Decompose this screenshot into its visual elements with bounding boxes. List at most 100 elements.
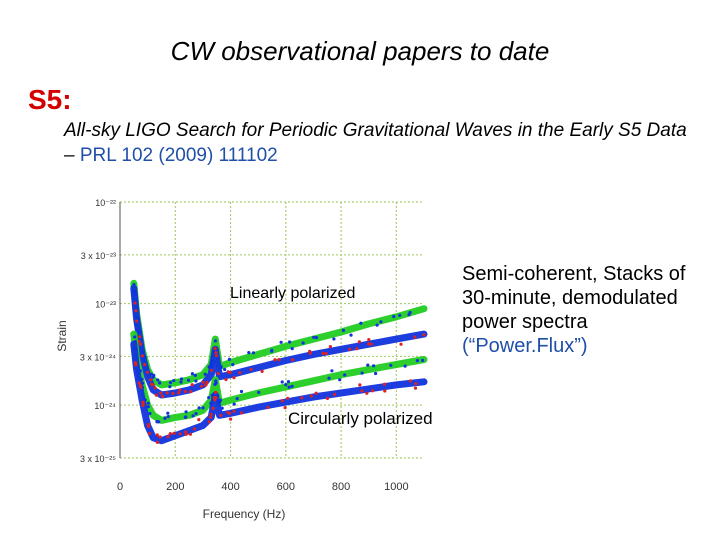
series-point (168, 381, 173, 385)
paper-reference: All-sky LIGO Search for Periodic Gravita… (64, 118, 694, 168)
series-point (168, 432, 172, 436)
series-point (330, 369, 334, 373)
series-point (171, 391, 175, 395)
series-point (197, 418, 201, 422)
annotation-linear: Linearly polarized (230, 285, 355, 302)
series-point (301, 341, 305, 345)
series-point (178, 432, 182, 436)
series-point (349, 333, 353, 337)
series-point (158, 435, 162, 439)
series-point (161, 394, 165, 398)
strain-vs-frequency-plot: 0 200 400 600 800 1000 10⁻²² 3 x 10⁻²³ 10⁻²³ 3 x … (55, 198, 433, 521)
series-point (369, 342, 373, 346)
series-point (146, 405, 150, 409)
series-point (279, 340, 283, 344)
y-axis-label: Strain (55, 320, 69, 351)
series-point (186, 378, 191, 382)
series-point (321, 351, 325, 355)
series-point (158, 381, 162, 385)
series-point (146, 422, 150, 427)
series-point (403, 364, 407, 368)
x-tick-label: 400 (221, 481, 239, 493)
method-note-text: Semi-coherent, Stacks of 30-minute, demo… (462, 263, 686, 333)
series-point (134, 309, 138, 313)
series-point (355, 347, 359, 351)
series-point (365, 391, 369, 395)
series-point (190, 372, 194, 376)
series-point (232, 409, 236, 413)
series-point (184, 410, 188, 414)
series-point (257, 390, 261, 394)
method-note: Semi-coherent, Stacks of 30-minute, demo… (462, 262, 712, 358)
series-point (392, 314, 396, 319)
series-point (193, 427, 197, 431)
x-tick-label: 200 (166, 481, 184, 493)
series-point (146, 401, 150, 405)
series-point (149, 378, 153, 382)
series-point (358, 383, 362, 387)
series-point (159, 391, 163, 395)
series-point (413, 335, 417, 339)
plot-ticks: 0 200 400 600 800 1000 10⁻²² 3 x 10⁻²³ 10⁻²³ 3 x … (80, 198, 409, 493)
series-point (152, 373, 156, 377)
series-point (140, 354, 144, 358)
series-point (139, 342, 143, 346)
series-point (224, 377, 228, 382)
series-point (421, 358, 425, 362)
series-point (153, 386, 157, 390)
series-point (309, 394, 313, 398)
series-point (184, 430, 188, 434)
paper-title: All-sky LIGO Search for Periodic Gravita… (64, 120, 687, 166)
series-point (208, 415, 213, 419)
series-point (328, 345, 332, 349)
series-point (177, 391, 181, 395)
series-point (227, 357, 231, 361)
series-point (359, 321, 363, 325)
series-point (239, 389, 244, 394)
series-point (408, 379, 412, 383)
series-line (130, 284, 428, 399)
series-point (379, 320, 383, 324)
series-point (209, 412, 213, 416)
series-point (383, 389, 387, 393)
series-point (291, 358, 295, 362)
series-point (235, 397, 239, 401)
series-point (343, 373, 347, 377)
paper-citation: PRL 102 (2009) 111102 (79, 145, 278, 166)
series-point (166, 411, 170, 415)
series-point (229, 417, 233, 421)
series-point (333, 392, 337, 396)
section-heading: S5: (28, 84, 72, 115)
series-point (367, 342, 371, 346)
series-point (357, 340, 361, 344)
series-point (207, 420, 211, 424)
series-point (190, 383, 194, 387)
series-point (367, 338, 371, 342)
series-point (143, 363, 147, 367)
series-point (232, 376, 236, 380)
series-point (223, 367, 227, 372)
series-point (163, 416, 167, 420)
series-point (211, 406, 215, 410)
series-point (205, 380, 209, 385)
series-point (366, 363, 370, 367)
series-point (288, 340, 292, 344)
series-point (226, 410, 230, 415)
series-point (147, 431, 152, 436)
x-tick-label: 800 (332, 481, 350, 493)
series-point (188, 432, 192, 436)
x-tick-label: 1000 (384, 481, 408, 493)
series-point (214, 351, 218, 355)
series-point (219, 413, 223, 417)
series-point (374, 371, 378, 376)
method-note-name: (“Power.Flux”) (462, 335, 588, 357)
series-point (146, 370, 150, 374)
series-point (189, 390, 193, 394)
series-point (231, 363, 235, 367)
series-point (199, 384, 204, 388)
series-point (191, 414, 195, 418)
series-point (178, 388, 182, 392)
series-point (314, 391, 318, 395)
series-point (135, 319, 139, 323)
series-point (239, 411, 244, 415)
